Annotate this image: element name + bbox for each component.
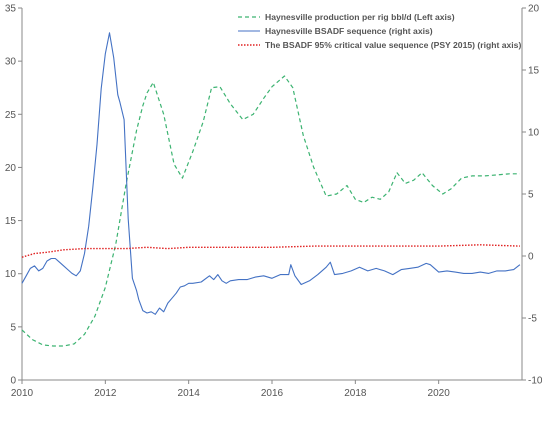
right-tick-label: -10 (528, 376, 543, 387)
right-tick-label: 0 (528, 252, 534, 263)
right-tick-label: -5 (528, 314, 537, 325)
x-tick-label: 2016 (261, 388, 284, 399)
left-tick-label: 30 (5, 57, 17, 68)
left-tick-label: 0 (10, 376, 16, 387)
axes (18, 7, 526, 384)
left-tick-label: 35 (5, 4, 17, 15)
left-tick-label: 25 (5, 110, 17, 121)
bsadf-line (21, 32, 521, 315)
right-tick-label: 5 (528, 190, 534, 201)
left-tick-label: 20 (5, 163, 17, 174)
legend-label: Haynesville BSADF sequence (right axis) (265, 26, 433, 36)
right-tick-label: 15 (528, 66, 540, 77)
x-tick-label: 2010 (11, 388, 34, 399)
x-tick-label: 2020 (428, 388, 451, 399)
legend: Haynesville production per rig bbl/d (Le… (238, 12, 521, 50)
x-tick-label: 2012 (94, 388, 117, 399)
right-tick-label: 20 (528, 4, 540, 15)
production-line (21, 75, 520, 347)
critical-value-line (21, 244, 520, 258)
legend-label: Haynesville production per rig bbl/d (Le… (265, 12, 455, 22)
tick-labels: 0 5 10 15 20 25 30 35 -10 -5 0 5 10 15 20 2010 2012 2014 2… (5, 4, 543, 400)
right-tick-label: 10 (528, 128, 540, 139)
x-tick-label: 2014 (178, 388, 201, 399)
left-tick-label: 15 (5, 216, 17, 227)
left-tick-label: 10 (5, 269, 17, 280)
x-tick-label: 2018 (344, 388, 367, 399)
legend-label: The BSADF 95% critical value sequence (P… (265, 40, 521, 50)
left-tick-label: 5 (10, 322, 16, 333)
series-lines (21, 32, 521, 347)
